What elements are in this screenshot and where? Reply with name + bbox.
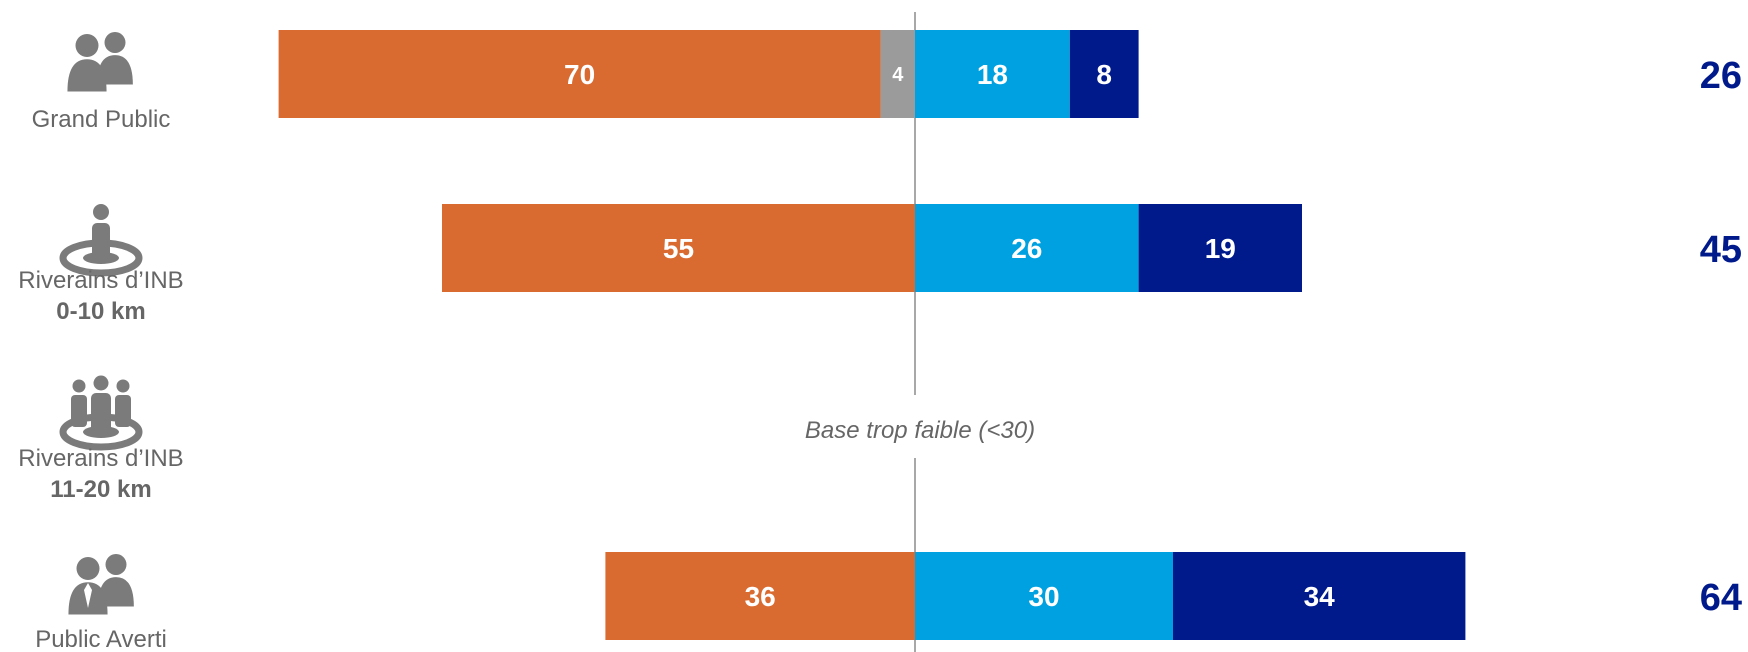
group-target-icon	[59, 375, 143, 451]
bar-segment	[278, 30, 881, 118]
bar-segment	[1138, 204, 1302, 292]
icon-head	[75, 34, 99, 57]
bar-value-label: 19	[1205, 233, 1236, 264]
bar-value-label: 55	[663, 233, 694, 264]
icon-head	[93, 375, 109, 391]
bar-value-label: 34	[1304, 581, 1336, 612]
category-label: Riverains d’INB	[18, 267, 183, 294]
category-label: Public Averti	[35, 626, 167, 652]
row-total: 45	[1700, 229, 1742, 271]
icon-head	[105, 554, 127, 575]
icon-body	[97, 55, 133, 85]
bar-segment	[442, 204, 915, 292]
icon-head	[72, 379, 86, 393]
base-note: Base trop faible (<30)	[805, 417, 1035, 444]
business-people-icon	[68, 554, 134, 615]
icon-head	[93, 204, 109, 220]
bar-value-label: 8	[1096, 59, 1112, 90]
bar-value-label: 70	[564, 59, 595, 90]
row-total: 64	[1700, 577, 1742, 619]
icon-body	[92, 223, 110, 259]
bar-value-label: 26	[1011, 233, 1042, 264]
icon-tie	[84, 583, 92, 608]
chart-row: Riverains d’INB 0-10 km 55 26 19 45	[18, 204, 1742, 325]
category-sublabel: 0-10 km	[56, 298, 145, 325]
icon-head	[116, 379, 130, 393]
category-label: Grand Public	[32, 106, 171, 133]
bar-segment	[1173, 552, 1466, 640]
person-target-icon	[59, 204, 143, 277]
chart-row: Grand Public 4 70 18 8 26	[32, 30, 1742, 133]
bar-segment	[915, 204, 1139, 292]
bar-segment	[915, 30, 1070, 118]
bar-value-label: 36	[745, 581, 776, 612]
icon-body	[67, 59, 107, 92]
bar-value-label: 4	[892, 64, 904, 86]
row-total: 26	[1700, 55, 1742, 97]
category-label: Riverains d’INB	[18, 445, 183, 472]
chart-row: Public Averti 36 30 34 64	[35, 552, 1742, 652]
bar-segment	[605, 552, 915, 640]
chart-row: Riverains d’INB 11-20 km Base trop faible …	[18, 375, 1035, 503]
icon-body	[71, 395, 87, 427]
icon-head	[76, 557, 100, 580]
two-people-icon	[67, 32, 133, 92]
category-sublabel: 11-20 km	[50, 476, 151, 503]
bar-value-label: 18	[977, 59, 1008, 90]
icon-body	[98, 577, 134, 607]
bar-segment	[915, 552, 1173, 640]
bar-segment	[1069, 30, 1139, 118]
bar-value-label: 30	[1028, 581, 1059, 612]
icon-body	[91, 393, 111, 435]
icon-head	[104, 32, 126, 53]
bar-segment	[880, 30, 915, 118]
icon-body	[115, 395, 131, 427]
